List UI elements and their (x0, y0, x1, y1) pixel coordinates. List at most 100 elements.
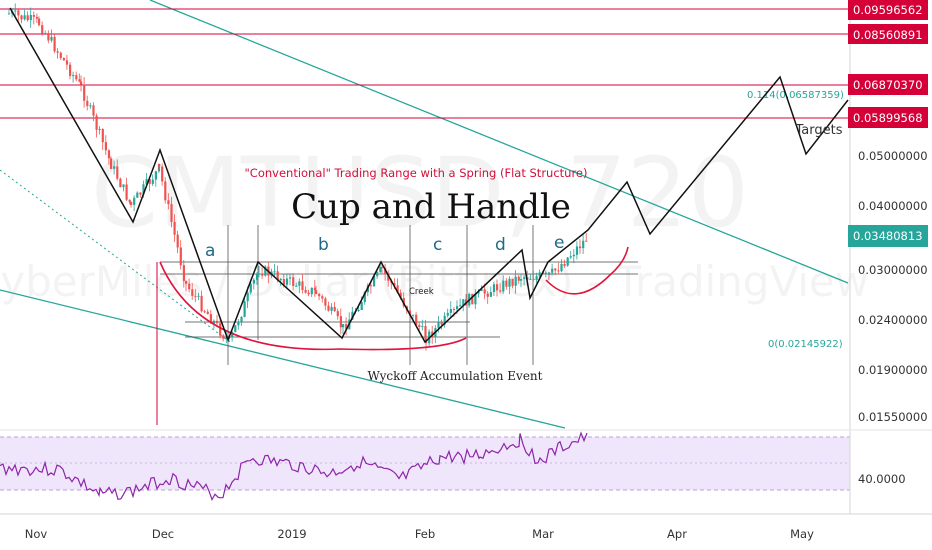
candle-body (216, 320, 219, 324)
price-axis: 0.05000000 0.04000000 0.03000000 0.02400… (858, 149, 928, 486)
candle-body (412, 314, 415, 316)
candle-body (173, 221, 176, 235)
target-levels (0, 8, 850, 119)
candle-body (351, 311, 354, 320)
wave-label-a: a (205, 241, 215, 261)
candle-body (191, 289, 194, 296)
level-badge (848, 24, 928, 44)
candle-body (145, 179, 148, 185)
candle-body (41, 25, 44, 34)
candle-body (133, 197, 136, 205)
candle-body (437, 322, 440, 329)
candle-body (511, 278, 514, 286)
wave-label-b: b (318, 235, 329, 255)
candle-body (279, 279, 282, 281)
candle-body (579, 246, 582, 249)
candle-body (282, 279, 285, 285)
candle-body (89, 105, 92, 107)
candle-body (289, 277, 292, 279)
candle-body (313, 287, 316, 291)
candle-body (240, 316, 243, 323)
candle-body (336, 311, 339, 317)
candle-body (554, 268, 557, 271)
candle-body (499, 290, 502, 292)
candle-body (557, 270, 560, 272)
chart-subtitle: "Conventional" Trading Range with a Spri… (245, 166, 588, 180)
candle-body (381, 267, 384, 269)
candle-body (101, 129, 104, 143)
candle-body (424, 326, 427, 340)
candle-body (107, 150, 111, 159)
candle-body (104, 142, 107, 151)
candle-body (44, 33, 47, 35)
rsi-panel (0, 431, 850, 502)
candle-body (566, 257, 569, 266)
time-tick: Dec (152, 527, 174, 541)
candle-body (471, 293, 474, 305)
candle-body (83, 84, 86, 101)
candle-body (569, 256, 572, 258)
candle-body (78, 79, 81, 82)
candle-body (446, 312, 449, 316)
wave-label-d: d (495, 235, 506, 255)
candle-body (459, 305, 462, 307)
candle-body (330, 306, 333, 311)
candle-body (206, 311, 209, 315)
candle-body (508, 278, 511, 287)
time-tick: Apr (667, 527, 687, 541)
candle-body (474, 293, 477, 305)
exchange-watermark: CyberMiles / Dollar (Bitfinex) - Trading… (0, 257, 869, 306)
candle-body (179, 247, 182, 266)
trading-range (156, 225, 638, 425)
candle-body (333, 306, 336, 312)
candle-body (95, 115, 98, 130)
targets-label: Targets (795, 123, 843, 138)
candle-body (136, 192, 139, 198)
wave-label-c: c (433, 235, 442, 255)
candle-body (139, 192, 142, 195)
candle-body (75, 75, 78, 80)
candle-body (538, 272, 541, 277)
candle-body (292, 277, 295, 287)
candle-body (480, 289, 483, 291)
candle-body (551, 268, 554, 273)
candle-body (304, 290, 307, 293)
current-price-badge (848, 225, 928, 247)
time-tick: Nov (25, 527, 48, 541)
candle-body (225, 337, 228, 339)
candle-body (246, 292, 249, 302)
level-badge (848, 0, 928, 20)
candle-body (65, 60, 69, 65)
candle-body (14, 10, 17, 12)
candle-body (379, 267, 382, 273)
candle-body (86, 100, 89, 107)
symbol-watermark: CMTUSD, 720 (91, 137, 749, 249)
wave-label-e: e (554, 233, 564, 253)
candle-body (154, 171, 157, 180)
candle-body (440, 322, 443, 325)
candle-body (449, 309, 452, 313)
candle-body (369, 285, 373, 287)
candle-body (212, 320, 216, 324)
time-tick: May (790, 527, 814, 541)
candle-body (122, 184, 125, 188)
candle-body (158, 163, 161, 167)
candle-body (489, 292, 492, 297)
candle-body (200, 295, 203, 312)
candle-body (23, 15, 26, 20)
candle-body (92, 105, 95, 116)
candle-body (26, 15, 29, 21)
price-tick: 0.01900000 (858, 363, 928, 377)
candle-body (399, 292, 402, 298)
level-badge-text: 0.05899568 (853, 111, 923, 125)
price-tick: 0.01550000 (858, 410, 928, 424)
candle-body (35, 16, 39, 19)
candle-body (119, 178, 122, 188)
candle-body (307, 292, 310, 295)
candle-body (20, 15, 23, 20)
candle-body (130, 202, 133, 205)
candle-body (298, 281, 301, 286)
candle-body (151, 179, 154, 184)
price-tick: 0.04000000 (858, 199, 928, 213)
